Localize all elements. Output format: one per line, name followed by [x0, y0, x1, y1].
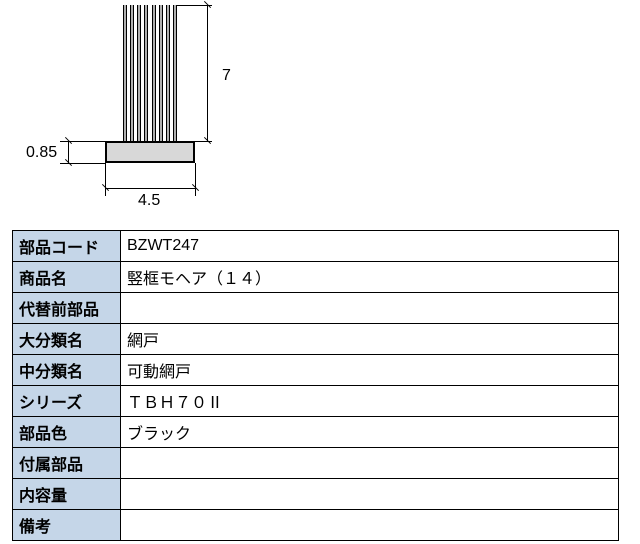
spec-value [121, 293, 619, 324]
table-row: シリーズＴＢＨ７０Ⅱ [13, 386, 619, 417]
table-row: 内容量 [13, 479, 619, 510]
table-row: 部品コードBZWT247 [13, 231, 619, 262]
spec-label: 内容量 [13, 479, 121, 510]
mohair-strand [137, 5, 141, 141]
spec-value [121, 510, 619, 541]
table-row: 備考 [13, 510, 619, 541]
table-row: 部品色ブラック [13, 417, 619, 448]
table-row: 代替前部品 [13, 293, 619, 324]
dim-line-vertical [207, 5, 208, 141]
table-row: 付属部品 [13, 448, 619, 479]
spec-value: ブラック [121, 417, 619, 448]
dim-value-width: 4.5 [138, 192, 160, 210]
mohair-strand [123, 5, 127, 141]
base-cross-section [105, 141, 195, 163]
spec-label: 部品色 [13, 417, 121, 448]
table-row: 商品名竪框モヘア（１４） [13, 262, 619, 293]
spec-value: BZWT247 [121, 231, 619, 262]
dim-line-vertical [68, 141, 69, 163]
dim-extension [195, 163, 196, 196]
mohair-strand [130, 5, 134, 141]
spec-label: 中分類名 [13, 355, 121, 386]
spec-value [121, 448, 619, 479]
dim-extension [60, 141, 105, 142]
spec-label: 商品名 [13, 262, 121, 293]
spec-value: ＴＢＨ７０Ⅱ [121, 386, 619, 417]
mohair-strand [159, 5, 163, 141]
spec-label: 大分類名 [13, 324, 121, 355]
spec-table: 部品コードBZWT247商品名竪框モヘア（１４）代替前部品大分類名網戸中分類名可… [12, 230, 619, 541]
spec-label: 代替前部品 [13, 293, 121, 324]
spec-label: 部品コード [13, 231, 121, 262]
spec-label: シリーズ [13, 386, 121, 417]
spec-value: 可動網戸 [121, 355, 619, 386]
mohair-strand [173, 5, 177, 141]
dim-extension [60, 163, 105, 164]
dim-value-height: 7 [222, 67, 231, 85]
mohair-strand [152, 5, 156, 141]
mohair-strands [123, 5, 177, 141]
table-row: 中分類名可動網戸 [13, 355, 619, 386]
spec-label: 付属部品 [13, 448, 121, 479]
cross-section-diagram: 7 0.85 4.5 [0, 0, 640, 225]
dim-extension [105, 163, 106, 196]
dim-line-horizontal [105, 188, 195, 189]
spec-label: 備考 [13, 510, 121, 541]
mohair-strand [166, 5, 170, 141]
mohair-strand [144, 5, 148, 141]
spec-value [121, 479, 619, 510]
dim-value-thickness: 0.85 [26, 144, 57, 162]
table-row: 大分類名網戸 [13, 324, 619, 355]
spec-value: 網戸 [121, 324, 619, 355]
spec-value: 竪框モヘア（１４） [121, 262, 619, 293]
